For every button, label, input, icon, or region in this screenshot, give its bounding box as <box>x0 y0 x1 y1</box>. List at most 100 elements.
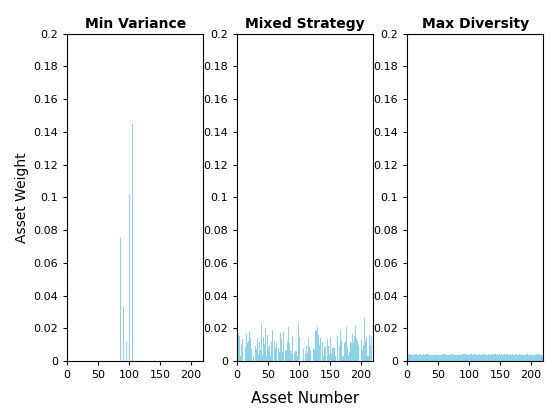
Bar <box>287 341 288 361</box>
Bar <box>438 355 439 361</box>
Bar <box>507 354 508 361</box>
Bar <box>432 355 433 361</box>
Bar <box>354 336 355 361</box>
Bar <box>346 327 347 361</box>
Bar <box>245 323 246 361</box>
Bar <box>306 346 307 361</box>
Bar <box>347 347 348 361</box>
Bar <box>434 355 435 361</box>
Bar <box>415 354 416 361</box>
Bar <box>478 355 479 361</box>
Bar <box>539 354 540 361</box>
Bar <box>250 339 251 361</box>
Bar <box>484 355 485 361</box>
Bar <box>329 355 330 361</box>
Bar <box>512 354 513 361</box>
Bar <box>340 338 342 361</box>
Bar <box>237 352 238 361</box>
Bar <box>413 355 414 361</box>
Bar <box>263 337 264 361</box>
Bar <box>518 355 519 361</box>
Bar <box>421 355 422 361</box>
Bar <box>500 355 501 361</box>
Bar <box>258 354 259 361</box>
Bar <box>267 335 268 361</box>
Bar <box>529 355 530 361</box>
Bar <box>326 356 327 361</box>
Bar <box>492 354 493 361</box>
Bar <box>358 342 360 361</box>
Bar <box>446 354 447 361</box>
Bar <box>343 356 344 361</box>
Bar <box>279 356 280 361</box>
Bar <box>440 355 441 361</box>
Bar <box>423 355 424 361</box>
Bar <box>490 354 491 361</box>
Bar <box>447 355 449 361</box>
Bar <box>342 356 343 361</box>
Bar <box>335 356 336 361</box>
Bar <box>427 354 428 361</box>
Bar <box>498 355 499 361</box>
Bar <box>309 346 310 361</box>
Bar <box>320 338 321 361</box>
Bar <box>305 354 306 361</box>
Bar <box>428 355 429 361</box>
Bar <box>465 354 466 361</box>
Bar <box>533 355 534 361</box>
Bar <box>493 355 494 361</box>
Bar <box>456 355 457 361</box>
Bar <box>344 343 345 361</box>
Bar <box>528 355 529 361</box>
Bar <box>295 352 296 361</box>
Bar <box>485 354 486 361</box>
Bar <box>433 355 434 361</box>
Bar <box>282 352 283 361</box>
Bar <box>333 348 334 361</box>
Bar <box>437 355 438 361</box>
Bar <box>315 331 316 361</box>
Y-axis label: Asset Weight: Asset Weight <box>15 152 29 243</box>
Bar <box>467 354 468 361</box>
Bar <box>172 360 173 361</box>
Bar <box>262 355 263 361</box>
Bar <box>371 336 372 361</box>
Bar <box>268 349 269 361</box>
Bar <box>260 350 261 361</box>
Bar <box>154 360 155 361</box>
Bar <box>242 339 243 361</box>
Bar <box>417 355 418 361</box>
Bar <box>310 350 311 361</box>
Bar <box>459 354 460 361</box>
Bar <box>129 194 130 361</box>
Bar <box>291 354 292 361</box>
Title: Min Variance: Min Variance <box>85 17 186 31</box>
Bar <box>316 333 318 361</box>
Bar <box>511 355 512 361</box>
Bar <box>477 355 478 361</box>
Bar <box>444 354 445 361</box>
Bar <box>475 354 476 361</box>
Bar <box>294 329 295 361</box>
Bar <box>470 354 471 361</box>
Bar <box>283 332 284 361</box>
Bar <box>534 355 535 361</box>
Bar <box>505 355 506 361</box>
Bar <box>503 354 504 361</box>
Bar <box>275 349 276 361</box>
Bar <box>356 338 357 361</box>
Bar <box>442 354 443 361</box>
Bar <box>286 351 287 361</box>
Bar <box>361 340 362 361</box>
Bar <box>460 354 461 361</box>
Bar <box>259 341 260 361</box>
Bar <box>255 346 256 361</box>
Bar <box>366 338 367 361</box>
Title: Mixed Strategy: Mixed Strategy <box>245 17 365 31</box>
Bar <box>249 331 250 361</box>
Bar <box>439 355 440 361</box>
Bar <box>450 355 451 361</box>
Bar <box>331 340 332 361</box>
Bar <box>276 341 277 361</box>
Bar <box>289 341 290 361</box>
